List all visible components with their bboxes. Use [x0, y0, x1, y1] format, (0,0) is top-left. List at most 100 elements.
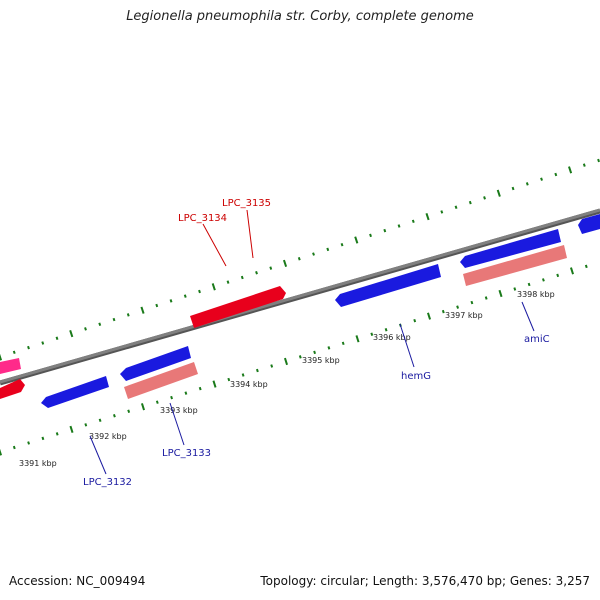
feature-lpc-3134[interactable]: [190, 286, 286, 328]
feature-hemg[interactable]: [335, 264, 441, 307]
outer-tick-mark: [240, 275, 244, 280]
inner-tick-mark: [441, 309, 445, 314]
outer-tick-mark: [568, 166, 573, 174]
outer-tick-mark: [554, 172, 558, 177]
outer-tick-mark: [397, 224, 401, 228]
feature-lpc-3132[interactable]: [41, 376, 109, 408]
outer-tick-mark: [126, 313, 130, 317]
feature-lpc-3133[interactable]: [120, 346, 191, 381]
outer-tick-mark: [340, 242, 344, 247]
inner-tick-mark: [513, 287, 517, 291]
inner-tick-mark: [184, 391, 188, 395]
inner-tick-mark: [283, 357, 289, 366]
leader-lpc-3132: [89, 435, 107, 475]
outer-tick-mark: [84, 327, 87, 331]
inner-tick-mark: [27, 441, 31, 445]
gene-label-hemg[interactable]: hemG: [401, 371, 431, 382]
outer-tick-mark: [269, 266, 273, 270]
kbp-label-3397: 3397 kbp: [445, 311, 483, 320]
kbp-label-3393: 3393 kbp: [160, 406, 198, 415]
inner-tick-mark: [456, 305, 460, 309]
outer-tick-mark: [483, 196, 486, 200]
leader-lpc-3133: [169, 402, 185, 446]
outer-tick-mark: [169, 299, 173, 303]
feature-blue-gene-right[interactable]: [578, 214, 600, 234]
outer-tick-mark: [597, 158, 600, 163]
inner-tick-mark: [341, 341, 345, 346]
inner-tick-mark: [112, 414, 116, 418]
inner-tick-mark: [370, 332, 374, 336]
gene-label-lpc-3132[interactable]: LPC_3132: [83, 477, 132, 488]
kbp-label-3394: 3394 kbp: [230, 380, 268, 389]
leader-lpc-3135: [246, 209, 254, 259]
leader-hemg: [399, 323, 415, 368]
outer-tick-mark: [41, 341, 45, 345]
outer-tick-mark: [440, 210, 444, 214]
inner-tick-mark: [98, 418, 102, 423]
outer-tick-mark: [297, 256, 301, 261]
outer-tick-mark: [112, 317, 116, 322]
gene-label-lpc-3134[interactable]: LPC_3134: [178, 213, 227, 224]
inner-tick-mark: [241, 373, 245, 377]
outer-tick-mark: [55, 336, 59, 341]
outer-tick-mark: [511, 186, 515, 191]
outer-tick-mark: [369, 233, 372, 238]
inner-tick-mark: [170, 395, 174, 400]
map-title: Legionella pneumophila str. Corby, compl…: [126, 9, 474, 24]
inner-tick-mark: [569, 267, 575, 275]
inner-tick-mark: [426, 312, 432, 320]
leader-lpc-3134: [202, 223, 227, 267]
inner-tick-mark: [227, 377, 231, 382]
kbp-label-3395: 3395 kbp: [302, 356, 340, 365]
inner-tick-mark: [498, 289, 503, 298]
inner-tick-mark: [556, 273, 560, 278]
outer-tick-mark: [326, 247, 330, 252]
outer-tick-mark: [198, 289, 201, 294]
accession-text: Accession: NC_009494: [9, 574, 146, 588]
outer-tick-mark: [540, 177, 543, 181]
outer-tick-mark: [12, 350, 16, 355]
inner-tick-mark: [198, 386, 202, 391]
inner-tick-mark: [327, 346, 331, 350]
outer-tick-mark: [183, 294, 187, 298]
outer-tick-track: [0, 158, 600, 361]
inner-tick-mark: [127, 409, 131, 413]
kbp-label-3398: 3398 kbp: [517, 290, 555, 299]
inner-tick-mark: [484, 296, 488, 300]
outer-tick-mark: [354, 236, 359, 244]
feature-amic-rna[interactable]: [463, 245, 567, 286]
feature-red-gene-left[interactable]: [0, 379, 25, 399]
inner-tick-track: [0, 264, 588, 456]
inner-tick-mark: [0, 448, 3, 456]
inner-tick-mark: [384, 328, 388, 332]
inner-tick-mark: [212, 380, 217, 388]
feature-amic[interactable]: [460, 229, 561, 268]
outer-tick-mark: [155, 303, 159, 308]
gene-label-lpc-3135[interactable]: LPC_3135: [222, 198, 271, 209]
genome-backbone: [0, 208, 600, 384]
outer-tick-mark: [454, 205, 458, 210]
inner-tick-mark: [270, 364, 274, 368]
outer-tick-mark: [582, 163, 586, 167]
inner-tick-mark: [298, 355, 302, 359]
outer-tick-mark: [383, 228, 387, 233]
gene-label-amic[interactable]: amiC: [524, 334, 550, 345]
outer-tick-mark: [69, 329, 74, 338]
inner-tick-mark: [140, 403, 146, 411]
outer-tick-mark: [255, 271, 258, 275]
genome-stats-text: Topology: circular; Length: 3,576,470 bp…: [260, 574, 590, 588]
outer-tick-mark: [496, 189, 501, 197]
inner-tick-mark: [84, 423, 88, 427]
outer-tick-mark: [282, 259, 288, 268]
feature-lpc-3133-rna[interactable]: [124, 362, 198, 399]
feature-magenta-gene[interactable]: [0, 358, 21, 374]
inner-tick-mark: [12, 445, 16, 450]
kbp-label-3396: 3396 kbp: [373, 333, 411, 342]
kbp-label-3392: 3392 kbp: [89, 432, 127, 441]
gene-label-lpc-3133[interactable]: LPC_3133: [162, 448, 211, 459]
inner-tick-mark: [155, 400, 159, 404]
outer-tick-mark: [0, 353, 3, 361]
outer-tick-mark: [27, 345, 30, 350]
